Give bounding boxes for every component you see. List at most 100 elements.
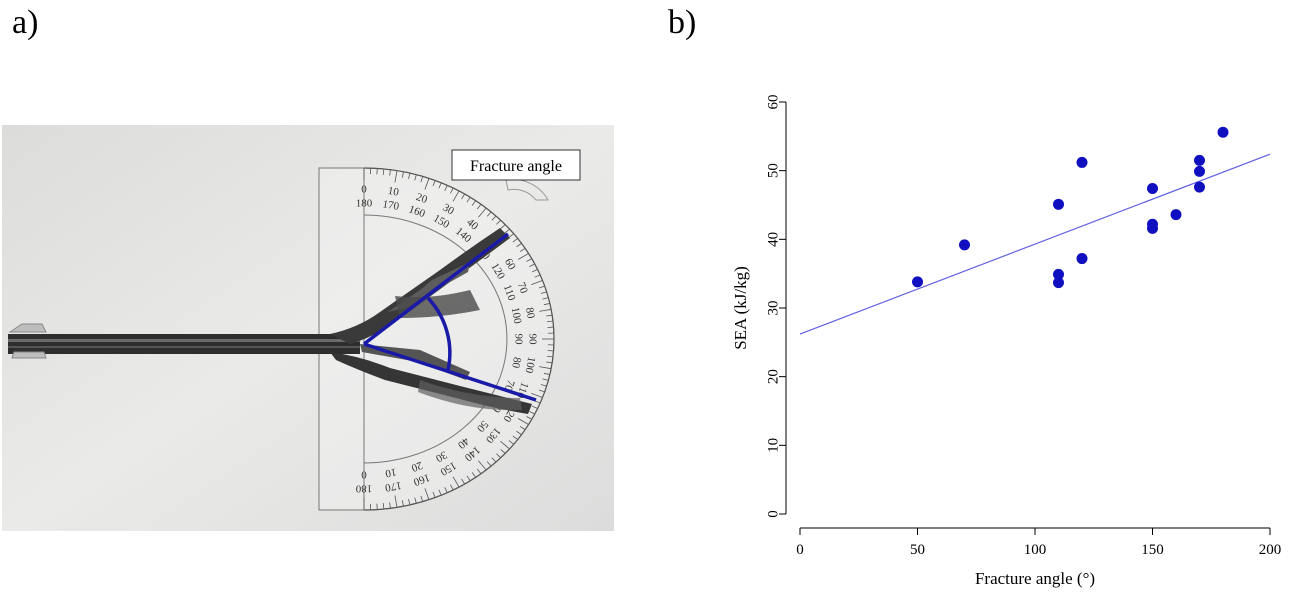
protractor-outer-number: 90 (526, 334, 538, 346)
protractor-outer-number: 70 (515, 281, 530, 296)
protractor-tick (450, 484, 454, 491)
fracture-angle-lines (362, 232, 537, 402)
x-tick-label: 0 (796, 542, 804, 558)
x-tick-label: 200 (1259, 542, 1282, 558)
protractor-tick (531, 405, 538, 409)
protractor-tick (420, 176, 424, 183)
protractor-ticks (363, 168, 554, 510)
protractor-tick (546, 355, 554, 358)
protractor-tick (444, 185, 448, 191)
data-point (912, 276, 923, 288)
protractor-tick (408, 172, 411, 179)
data-point (1076, 253, 1088, 265)
y-tick-label: 60 (765, 95, 781, 110)
x-tick-label: 50 (910, 542, 925, 558)
protractor-inner-number: 20 (409, 459, 424, 474)
protractor-tick (471, 472, 477, 478)
protractor-tick (500, 224, 506, 229)
protractor-tick (486, 461, 492, 467)
protractor-tick (534, 274, 541, 278)
chart-axes (785, 102, 1270, 529)
protractor-inner-number: 90 (512, 334, 524, 346)
protractor-outer-number: 80 (523, 307, 537, 320)
protractor-tick (539, 308, 552, 312)
protractor-outer-number: 180 (355, 482, 372, 494)
protractor-tick (476, 468, 482, 474)
protractor-outer-number: 0 (361, 184, 367, 196)
data-point (1217, 126, 1229, 138)
protractor-tick (471, 200, 477, 206)
protractor-tick (424, 178, 430, 190)
protractor-tick (526, 258, 532, 262)
data-point (1194, 154, 1205, 166)
protractor-tick (466, 475, 471, 481)
protractor-outer-number: 10 (387, 185, 400, 199)
y-tick-label: 30 (765, 301, 781, 316)
y-tick-label: 40 (765, 232, 781, 247)
protractor-tick (394, 495, 398, 508)
x-axis-title: Fracture angle (°) (975, 569, 1095, 588)
protractor-tick (512, 238, 518, 243)
protractor-inner-number: 110 (501, 283, 518, 303)
protractor-tick (450, 187, 454, 194)
protractor-tick (496, 453, 501, 459)
protractor-tick (540, 384, 547, 387)
protractor-tick (529, 410, 535, 415)
data-point (1053, 268, 1064, 280)
protractor-tick (389, 502, 391, 509)
protractor-outer-number: 160 (411, 471, 431, 488)
protractor-tick (452, 190, 460, 202)
x-tick-label: 100 (1024, 542, 1047, 558)
protractor-tick (491, 215, 497, 221)
protractor-inner-number: 160 (407, 203, 427, 220)
protractor-tick (414, 497, 417, 504)
protractor-tick (438, 182, 442, 189)
protractor-tick (519, 426, 526, 430)
protractor-tick (444, 487, 448, 493)
protractor-tick (538, 285, 545, 289)
data-point (1053, 277, 1064, 289)
panel-label-a: a) (12, 4, 39, 41)
protractor-tick (394, 170, 398, 183)
y-axis-title: SEA (kJ/kg) (731, 266, 750, 350)
y-tick-label: 20 (765, 369, 781, 384)
protractor-tick (432, 491, 436, 498)
protractor-outer-number: 20 (414, 191, 429, 206)
x-tick-label: 150 (1141, 542, 1164, 558)
protractor-tick (542, 297, 549, 300)
protractor-tick (438, 489, 442, 496)
protractor-tick (401, 171, 404, 178)
protractor-inner-number: 180 (356, 198, 373, 210)
protractor-tick (500, 449, 506, 454)
protractor-tick (543, 372, 550, 375)
protractor-inner-number: 170 (382, 198, 401, 213)
y-tick-label: 0 (765, 510, 781, 518)
data-point (1147, 218, 1158, 230)
annotation-text: Fracture angle (470, 158, 562, 175)
data-point (1053, 198, 1064, 210)
panel-label-b: b) (668, 4, 697, 41)
data-point (1194, 181, 1205, 193)
protractor-outer-number: 170 (384, 479, 403, 494)
protractor-tick (452, 476, 460, 488)
protractor-tick (531, 269, 538, 273)
protractor-tick (401, 500, 404, 507)
protractor-tick (516, 243, 522, 248)
y-tick-label: 50 (765, 163, 781, 178)
protractor-tick (517, 418, 529, 425)
protractor-tick (466, 197, 471, 203)
protractor-tick (461, 478, 466, 485)
protractor-tick (476, 204, 482, 210)
y-tick-label: 10 (765, 438, 781, 453)
protractor-tick (517, 253, 529, 260)
protractor-tick (539, 366, 552, 370)
specimen (8, 228, 532, 414)
y-ticks: 0 10 20 30 40 50 60 (765, 95, 786, 518)
protractor-tick (540, 291, 547, 294)
specimen-photo: 0102030405060708090100110120130140150160… (2, 125, 614, 531)
data-point (1147, 183, 1158, 195)
protractor-tick (420, 495, 424, 502)
x-ticks: 0 50 100 150 200 (796, 528, 1281, 558)
protractor-tick (382, 503, 385, 510)
data-point (959, 239, 970, 251)
